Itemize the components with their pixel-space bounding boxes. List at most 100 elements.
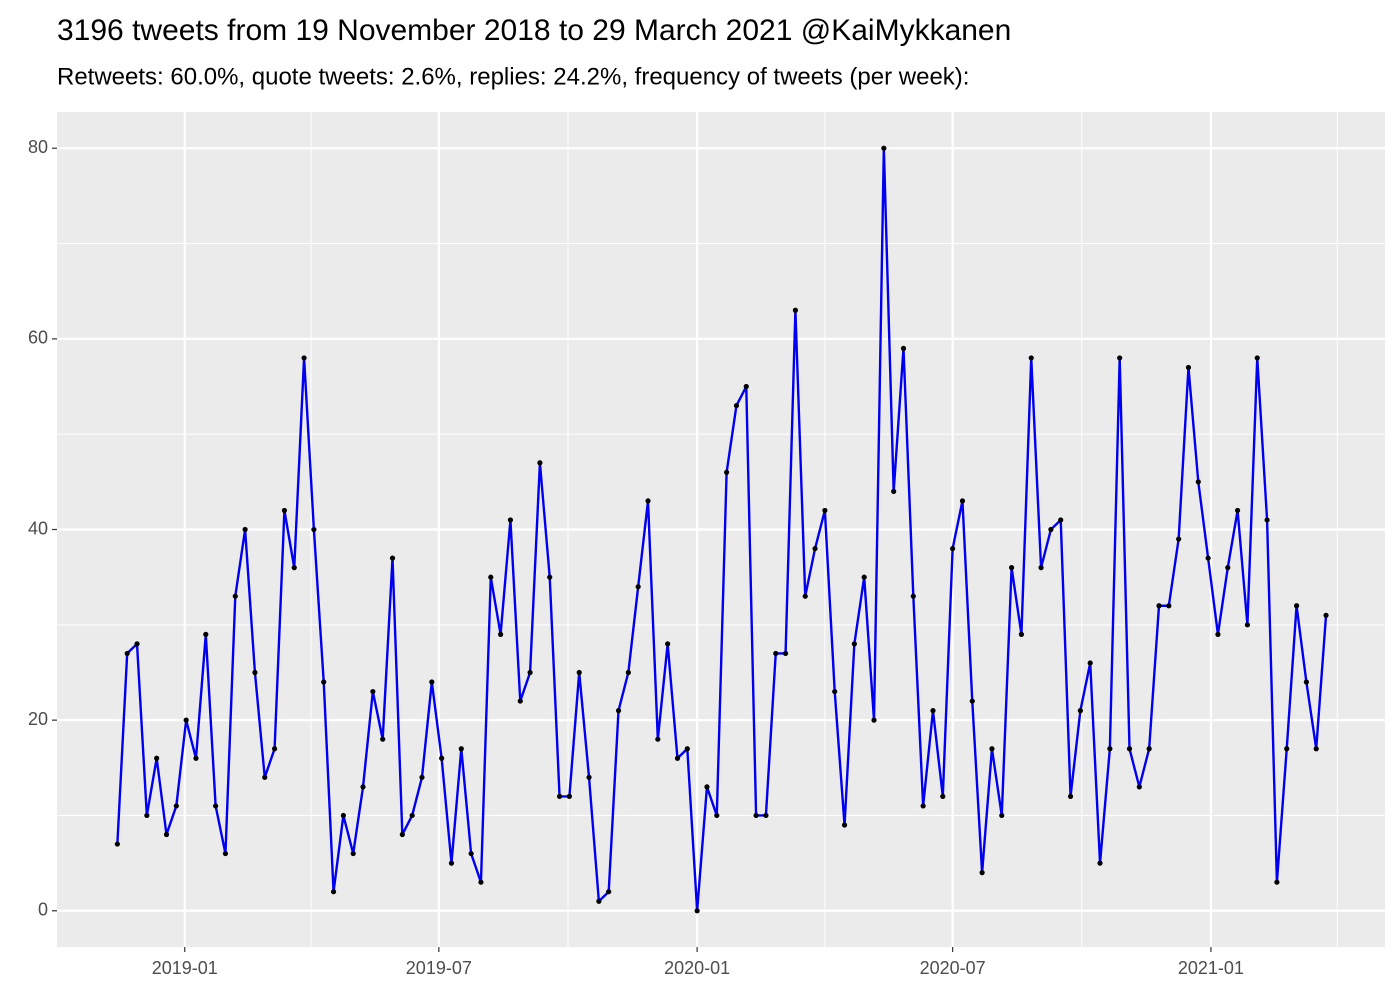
data-point (959, 498, 966, 504)
data-point (1087, 660, 1093, 666)
data-point (979, 870, 985, 876)
chart-title: 3196 tweets from 19 November 2018 to 29 … (57, 14, 1011, 47)
data-point (586, 774, 592, 780)
data-point (556, 793, 563, 799)
x-tick-label: 2021-01 (1178, 958, 1244, 978)
data-point (674, 755, 681, 761)
data-point (802, 593, 808, 599)
data-point (547, 574, 553, 580)
data-point (340, 812, 346, 819)
data-point (753, 812, 759, 819)
data-point (1313, 746, 1319, 752)
data-point (1284, 746, 1290, 752)
data-point (1185, 364, 1192, 371)
data-point (1058, 517, 1064, 523)
data-point (1156, 603, 1162, 609)
data-point (1136, 784, 1142, 790)
data-point (566, 793, 572, 799)
data-point (537, 460, 543, 466)
data-point (910, 593, 916, 599)
data-point (1008, 565, 1015, 571)
data-point (213, 803, 219, 809)
data-point (429, 679, 435, 685)
data-point (615, 708, 622, 714)
data-point (832, 688, 838, 695)
data-point (1166, 603, 1172, 609)
y-tick-label: 20 (28, 709, 48, 729)
data-point (478, 879, 484, 885)
data-point (1254, 355, 1260, 361)
data-point (370, 688, 376, 695)
data-point (154, 755, 160, 761)
data-point (114, 841, 120, 847)
data-point (350, 850, 356, 857)
data-point (203, 631, 209, 637)
data-point (517, 698, 523, 704)
x-tick-label: 2019-01 (152, 958, 218, 978)
data-point (311, 526, 317, 533)
data-point (1038, 565, 1044, 571)
data-point (763, 812, 769, 819)
data-point (1077, 708, 1083, 714)
data-point (380, 736, 386, 742)
data-point (173, 803, 179, 809)
data-point (360, 784, 366, 790)
series-line (116, 147, 1328, 912)
data-point (262, 774, 268, 780)
data-point (645, 498, 651, 504)
data-point (576, 669, 582, 676)
data-point (183, 717, 189, 723)
data-point (1028, 355, 1034, 361)
data-point (330, 889, 337, 895)
data-point (134, 641, 140, 647)
data-point (940, 793, 946, 799)
data-point (714, 812, 720, 819)
data-point (881, 145, 887, 151)
data-point (1264, 517, 1270, 523)
data-point (1225, 565, 1231, 571)
data-point (625, 669, 631, 676)
data-point (999, 812, 1005, 819)
data-point (606, 889, 612, 895)
data-point (1117, 355, 1123, 361)
data-point (989, 746, 995, 752)
data-point (439, 755, 445, 761)
data-point (301, 355, 307, 361)
data-point (694, 908, 700, 914)
data-point (271, 746, 278, 752)
data-point (773, 650, 779, 657)
data-point (419, 774, 425, 780)
data-point (507, 517, 514, 523)
data-point (527, 669, 533, 676)
data-point (871, 717, 877, 723)
data-point (655, 736, 661, 742)
data-point (782, 650, 789, 657)
data-point (1303, 679, 1309, 685)
data-point (1048, 526, 1054, 533)
y-tick-label: 80 (28, 137, 48, 157)
data-point (969, 698, 975, 704)
data-point (851, 641, 857, 647)
data-point (193, 755, 199, 761)
y-tick-label: 40 (28, 518, 48, 538)
data-point (281, 507, 288, 514)
data-point (498, 631, 504, 637)
data-point (822, 507, 828, 514)
data-point (242, 526, 248, 533)
data-point (1205, 555, 1211, 561)
data-point (743, 383, 749, 390)
x-tick-label: 2020-01 (664, 958, 730, 978)
data-point (389, 555, 396, 561)
data-point (458, 746, 464, 752)
data-point (1107, 746, 1113, 752)
data-point (635, 584, 641, 590)
data-point (163, 831, 170, 838)
data-point (1323, 612, 1329, 618)
data-point (724, 469, 730, 475)
data-point (684, 746, 690, 752)
data-point (841, 822, 848, 828)
data-point (409, 812, 415, 819)
data-point (665, 641, 671, 647)
